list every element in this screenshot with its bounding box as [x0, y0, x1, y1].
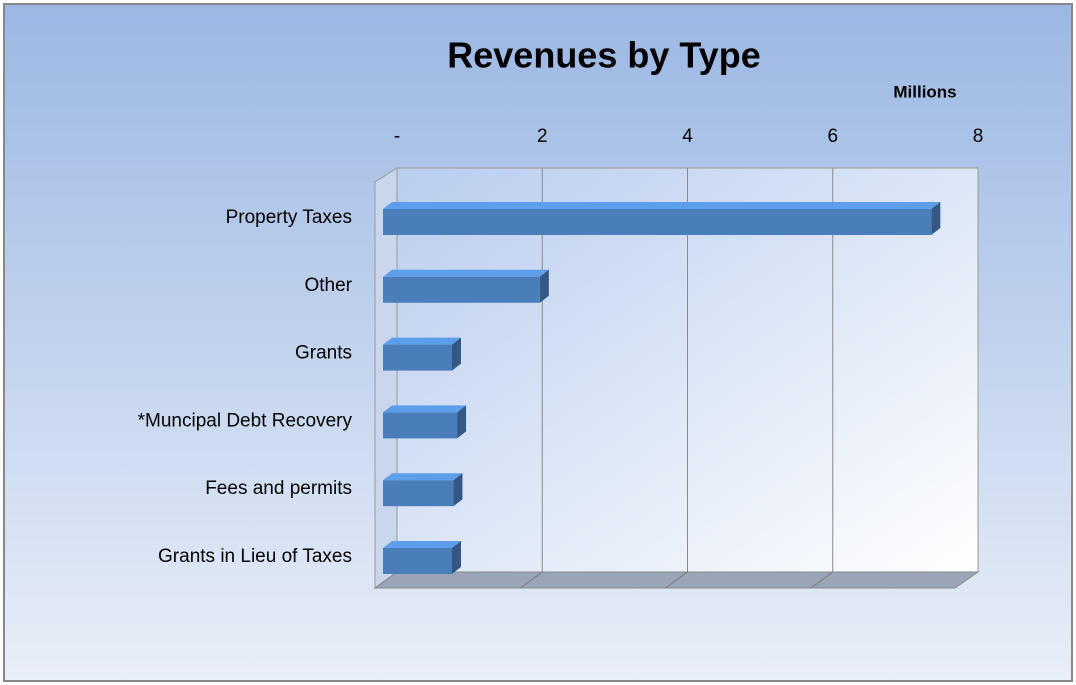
y-tick-label: Grants in Lieu of Taxes [158, 546, 352, 567]
y-tick-label: Other [304, 275, 352, 296]
y-tick-label: Grants [295, 343, 352, 364]
bar-front [383, 412, 458, 439]
bar-top [383, 405, 467, 413]
bar-top [383, 202, 941, 209]
y-tick-label: Fees and permits [205, 478, 352, 499]
bar [383, 473, 463, 507]
x-tick-label: - [394, 126, 400, 147]
bar [383, 405, 467, 439]
grid-line [519, 571, 543, 589]
x-tick-label: 2 [537, 126, 548, 147]
bars [383, 202, 941, 574]
bar [383, 202, 941, 235]
x-tick-label: 4 [682, 126, 693, 147]
bar-top [383, 541, 461, 548]
x-tick-label: 8 [973, 126, 984, 147]
bar-front [383, 548, 452, 574]
bar-front [383, 209, 932, 235]
x-tick-label: 6 [827, 126, 838, 147]
bar-front [383, 480, 454, 507]
chart-title: Revenues by Type [447, 35, 760, 76]
bar [383, 541, 461, 574]
y-tick-label: *Muncipal Debt Recovery [138, 410, 353, 431]
bar-side [931, 202, 941, 235]
bar-side [453, 473, 463, 507]
bar-top [383, 269, 549, 277]
bar-side [539, 269, 549, 303]
bar-side [457, 405, 467, 439]
grid [519, 168, 834, 589]
bar-side [451, 541, 461, 574]
axis-label: Millions [893, 82, 956, 101]
bar-top [383, 337, 461, 345]
y-tick-label: Property Taxes [226, 207, 352, 228]
bar-side [451, 337, 461, 371]
bar-front [383, 344, 452, 371]
bar-top [383, 473, 463, 481]
bar [383, 269, 549, 303]
grid-line [810, 571, 834, 589]
grid-line [665, 571, 688, 589]
bar [383, 337, 461, 371]
bar-front [383, 276, 540, 303]
